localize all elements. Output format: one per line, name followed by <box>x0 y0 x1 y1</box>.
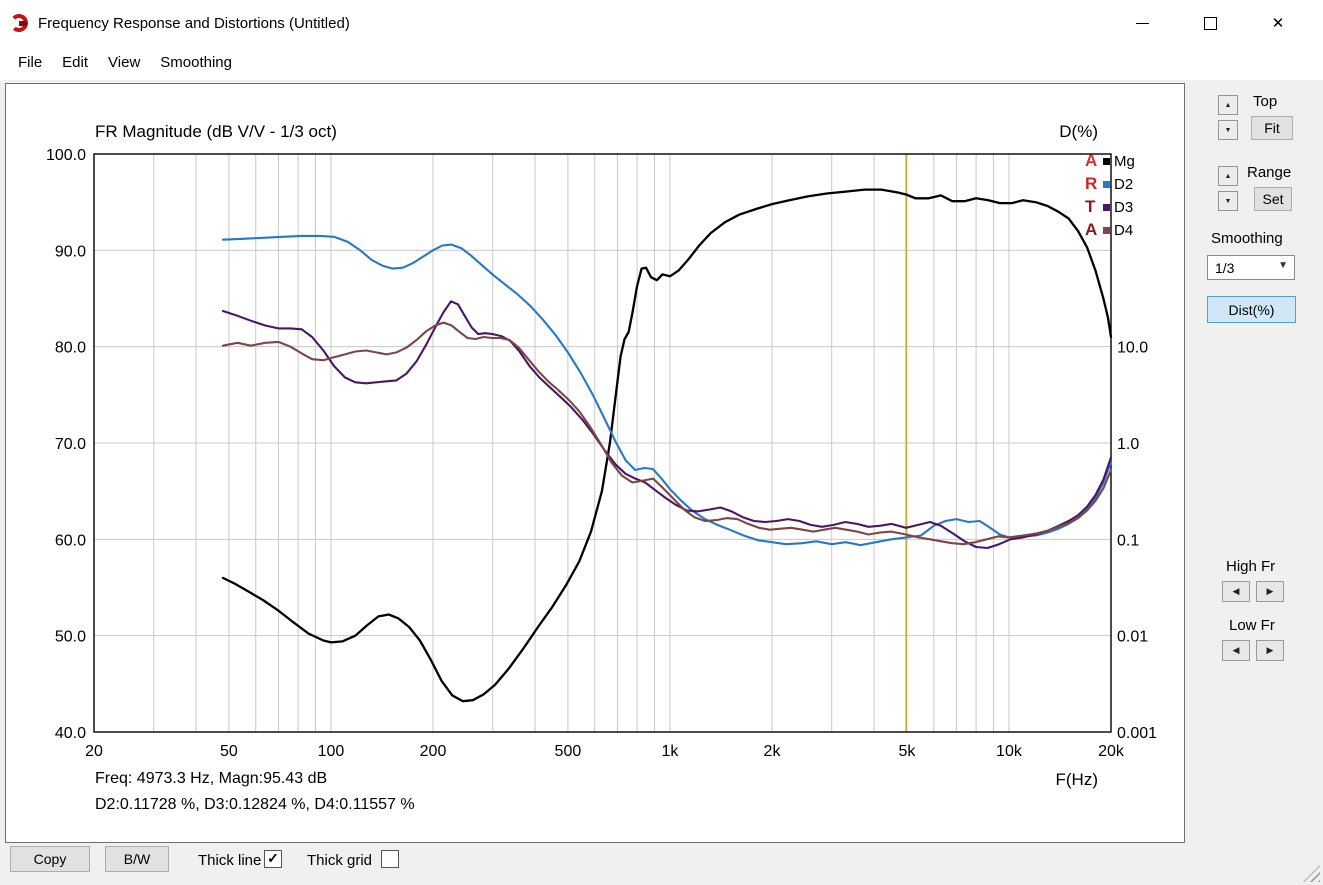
maximize-icon <box>1203 17 1217 30</box>
series-D3 <box>221 300 1113 550</box>
fr-chart[interactable]: 100.0 90.0 80.0 70.0 60.0 50.0 40.0 10.0 1.0 0.1 0… <box>6 84 1184 842</box>
tick-label: 100 <box>318 743 345 760</box>
tick-label: 0.001 <box>1117 725 1157 742</box>
tick-label: 90.0 <box>55 243 86 260</box>
bottom-bar: Copy B/W Thick line ✓ Thick grid <box>0 843 1323 885</box>
maximize-button[interactable] <box>1187 0 1233 47</box>
tick-label: 50.0 <box>55 629 86 646</box>
tick-label: 10k <box>996 743 1023 760</box>
tick-label: 70.0 <box>55 436 86 453</box>
tick-label: 20 <box>85 743 103 760</box>
menu-bar: File Edit View Smoothing <box>0 47 1323 80</box>
bw-button[interactable]: B/W <box>105 846 169 872</box>
thick-grid-checkbox[interactable] <box>381 850 399 868</box>
menu-edit[interactable]: Edit <box>62 54 89 71</box>
legend-label-Mg: Mg <box>1114 153 1135 170</box>
series-Mg <box>221 188 1113 703</box>
top-up-button[interactable]: ▲ <box>1218 95 1238 115</box>
tick-label: 200 <box>420 743 447 760</box>
tick-label: 60.0 <box>55 532 86 549</box>
low-fr-label: Low Fr <box>1229 617 1275 634</box>
legend-marker-Mg <box>1103 158 1110 165</box>
smoothing-label: Smoothing <box>1211 230 1283 247</box>
minimize-icon <box>1135 23 1149 24</box>
cursor-readout-line1: Freq: 4973.3 Hz, Magn:95.43 dB <box>95 770 328 787</box>
legend-letter: A <box>1085 220 1097 239</box>
range-label: Range <box>1247 164 1292 181</box>
tick-label: 10.0 <box>1117 340 1148 357</box>
top-down-button[interactable]: ▼ <box>1218 120 1238 140</box>
window-title: Frequency Response and Distortions (Unti… <box>38 15 350 32</box>
smoothing-value: 1/3 <box>1215 259 1235 276</box>
legend-marker-D3 <box>1103 204 1110 211</box>
plot-frame <box>93 153 1112 733</box>
x-axis-label: F(Hz) <box>1055 770 1098 789</box>
low-fr-left-button[interactable]: ◀ <box>1222 640 1250 661</box>
legend-marker-D2 <box>1103 181 1110 188</box>
tick-label: 1k <box>661 743 679 760</box>
high-fr-right-button[interactable]: ▶ <box>1256 581 1284 602</box>
set-button[interactable]: Set <box>1254 187 1292 211</box>
series-D4 <box>221 321 1113 546</box>
thick-line-label: Thick line <box>198 852 262 869</box>
client-area: 100.0 90.0 80.0 70.0 60.0 50.0 40.0 10.0 1.0 0.1 0… <box>0 80 1323 885</box>
thick-line-checkbox[interactable]: ✓ <box>264 850 282 868</box>
menu-smoothing[interactable]: Smoothing <box>160 54 232 71</box>
minimize-button[interactable] <box>1119 0 1165 47</box>
series-D2 <box>221 234 1113 547</box>
title-bar: Frequency Response and Distortions (Unti… <box>0 0 1323 47</box>
legend-letter: R <box>1085 174 1097 193</box>
legend-letter: T <box>1085 197 1096 216</box>
smoothing-select[interactable]: 1/3 ▼ <box>1207 255 1295 280</box>
thick-grid-label: Thick grid <box>307 852 373 869</box>
dist-percent-button[interactable]: Dist(%) <box>1207 296 1296 323</box>
legend-label-D2: D2 <box>1114 176 1133 193</box>
range-up-button[interactable]: ▲ <box>1218 166 1238 186</box>
tick-label: 5k <box>898 743 916 760</box>
high-fr-label: High Fr <box>1226 558 1276 575</box>
chart-panel: 100.0 90.0 80.0 70.0 60.0 50.0 40.0 10.0 1.0 0.1 0… <box>5 83 1185 843</box>
legend-label-D3: D3 <box>1114 199 1133 216</box>
tick-label: 2k <box>764 743 782 760</box>
close-button[interactable]: ✕ <box>1255 0 1301 47</box>
low-fr-right-button[interactable]: ▶ <box>1256 640 1284 661</box>
high-fr-left-button[interactable]: ◀ <box>1222 581 1250 602</box>
legend-label-D4: D4 <box>1114 222 1133 239</box>
tick-label: 1.0 <box>1117 436 1139 453</box>
tick-label: 20k <box>1098 743 1125 760</box>
menu-file[interactable]: File <box>18 54 43 71</box>
fit-button[interactable]: Fit <box>1251 116 1293 140</box>
copy-button[interactable]: Copy <box>10 846 90 872</box>
tick-label: 80.0 <box>55 340 86 357</box>
chevron-down-icon: ▼ <box>1278 260 1288 271</box>
resize-grip[interactable] <box>1303 865 1320 882</box>
range-down-button[interactable]: ▼ <box>1218 191 1238 211</box>
cursor-readout-line2: D2:0.11728 %, D3:0.12824 %, D4:0.11557 % <box>95 796 415 813</box>
tick-label: 0.01 <box>1117 629 1148 646</box>
tick-label: 50 <box>220 743 238 760</box>
close-icon: ✕ <box>1271 15 1285 32</box>
tick-label: 100.0 <box>46 147 86 164</box>
legend-marker-D4 <box>1103 227 1110 234</box>
tick-label: 40.0 <box>55 725 86 742</box>
tick-label: 500 <box>555 743 582 760</box>
right-axis-title: D(%) <box>1059 122 1098 141</box>
chart-title: FR Magnitude (dB V/V - 1/3 oct) <box>95 122 337 141</box>
legend-letter: A <box>1085 151 1097 170</box>
top-label: Top <box>1253 93 1278 110</box>
menu-view[interactable]: View <box>108 54 141 71</box>
tick-label: 0.1 <box>1117 532 1139 549</box>
app-icon <box>10 14 28 32</box>
